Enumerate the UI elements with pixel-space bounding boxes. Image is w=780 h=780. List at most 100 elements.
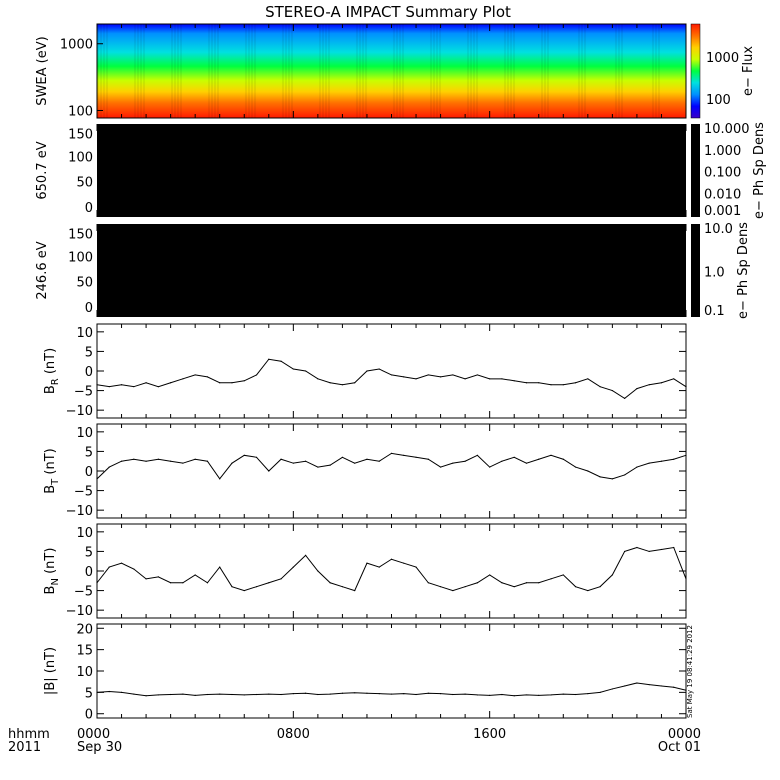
spectrogram-stripe xyxy=(211,24,213,118)
data-point xyxy=(243,694,245,696)
spectrogram-stripe xyxy=(393,24,395,118)
spectrogram-stripe xyxy=(251,24,253,118)
data-point xyxy=(489,466,491,468)
data-point xyxy=(427,582,429,584)
data-point xyxy=(329,693,331,695)
data-point xyxy=(354,382,356,384)
phase-space-colorbar xyxy=(691,124,700,217)
spectrogram-stripe xyxy=(618,24,620,118)
data-point xyxy=(145,460,147,462)
data-point xyxy=(206,460,209,462)
spectrogram-stripe xyxy=(439,24,441,118)
data-point xyxy=(182,462,184,464)
y-tick-label: 1000 xyxy=(60,38,93,53)
data-point xyxy=(255,586,258,588)
spectrogram-stripe xyxy=(359,24,361,118)
data-point xyxy=(341,586,344,588)
data-point xyxy=(243,589,245,592)
data-point xyxy=(157,386,159,388)
spectrogram-stripe xyxy=(174,24,176,118)
x-tick-label: 0800 xyxy=(277,727,310,742)
data-point xyxy=(624,474,626,476)
spectrogram-stripe xyxy=(103,24,105,118)
data-point xyxy=(96,691,98,693)
colorbar-label: e− Ph Sp Dens xyxy=(736,222,751,319)
y-axis-label: SWEA (eV) xyxy=(35,36,50,105)
y-tick-label: 5 xyxy=(85,545,93,560)
plot-title: STEREO-A IMPACT Summary Plot xyxy=(265,3,511,21)
panel-frame xyxy=(96,323,687,419)
data-point xyxy=(108,566,110,568)
spectrogram-stripe xyxy=(143,24,145,118)
data-point xyxy=(390,374,393,376)
data-point xyxy=(206,582,209,584)
data-point xyxy=(525,582,528,584)
spectrogram-stripe xyxy=(171,24,173,118)
spectrogram-stripe xyxy=(328,24,330,118)
y-tick-label: 15 xyxy=(76,644,93,659)
colorbar-tick-label: 10.000 xyxy=(704,122,750,137)
data-point xyxy=(280,458,282,460)
data-point xyxy=(439,466,442,468)
data-point xyxy=(268,470,270,472)
y-tick-label: −5 xyxy=(74,385,93,400)
spectrogram-stripe xyxy=(473,24,475,118)
y-tick-label: −10 xyxy=(66,604,93,619)
y-tick-label: 10 xyxy=(76,665,93,680)
data-point xyxy=(501,693,503,696)
data-point xyxy=(305,554,307,556)
data-point xyxy=(501,378,503,380)
spectrogram-stripe xyxy=(399,24,401,118)
data-point xyxy=(538,458,540,460)
data-point xyxy=(525,382,528,384)
pitch-angle-panel xyxy=(97,124,686,217)
y-tick-label: 20 xyxy=(76,622,93,637)
data-point xyxy=(452,589,454,592)
spectrogram-stripe xyxy=(365,24,367,118)
data-point xyxy=(280,693,282,696)
data-point xyxy=(624,397,626,400)
y-tick-label: −10 xyxy=(66,404,93,419)
data-point xyxy=(378,693,380,695)
panel-frame xyxy=(96,623,687,719)
data-point xyxy=(611,574,613,576)
y-axis-label: BN (nT) xyxy=(43,548,61,595)
spectrogram-stripe xyxy=(467,24,469,118)
data-point xyxy=(611,688,613,690)
data-point xyxy=(489,574,491,576)
spectrogram-stripe xyxy=(288,24,290,118)
colorbar-tick-label: 1000 xyxy=(706,51,739,66)
colorbar-tick-label: 1.0 xyxy=(704,266,725,281)
data-point xyxy=(206,693,209,696)
data-point xyxy=(673,458,675,460)
data-point xyxy=(599,691,601,693)
data-point xyxy=(108,386,110,388)
data-point xyxy=(403,376,405,378)
data-point xyxy=(636,546,638,549)
timestamp-label: Sat May 19 08:41:29 2012 xyxy=(686,625,694,718)
data-point xyxy=(648,684,650,686)
data-point xyxy=(194,694,196,696)
data-point xyxy=(587,378,589,380)
data-point xyxy=(366,458,368,460)
spectrogram-stripe xyxy=(510,24,512,118)
colorbar-tick-label: 0.100 xyxy=(704,166,741,181)
data-point xyxy=(145,382,147,384)
data-point xyxy=(685,454,687,456)
spectrogram-stripe xyxy=(106,24,108,118)
data-point xyxy=(574,466,577,468)
data-point xyxy=(476,694,478,696)
spectrogram-stripe xyxy=(325,24,327,118)
data-point xyxy=(513,380,515,382)
y-axis-label: BT (nT) xyxy=(43,448,61,494)
data-point xyxy=(685,689,687,691)
spectrogram-stripe xyxy=(544,24,546,118)
data-point xyxy=(170,582,172,584)
spectrogram-stripe xyxy=(245,24,247,118)
spectrogram-stripe xyxy=(430,24,432,118)
data-point xyxy=(525,462,528,464)
data-point xyxy=(96,384,98,386)
data-point xyxy=(599,476,601,478)
data-point xyxy=(157,694,159,696)
